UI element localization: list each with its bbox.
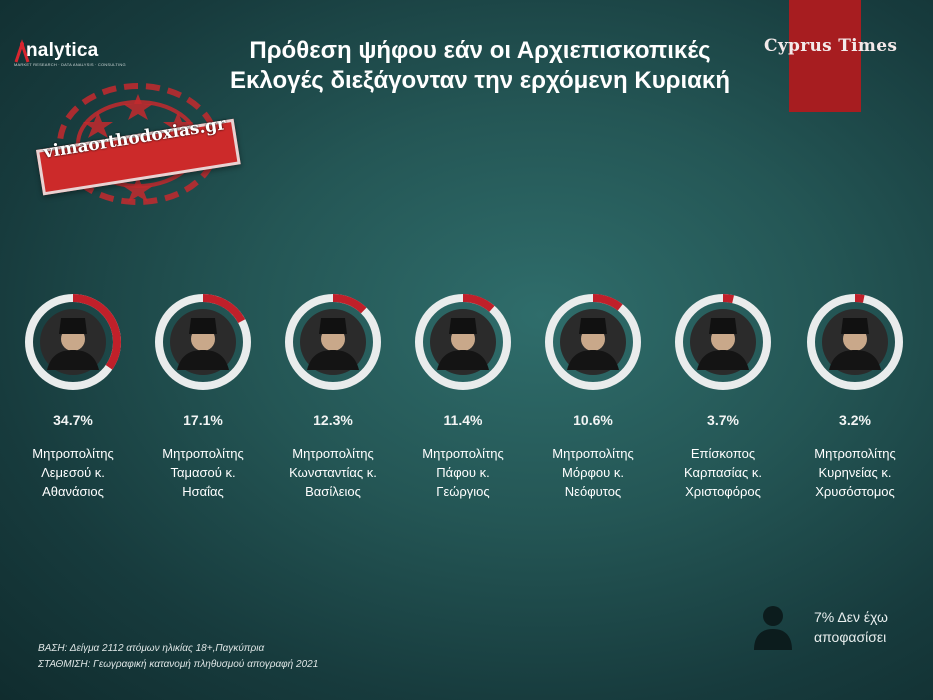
- title-line-2: Εκλογές διεξάγονταν την ερχόμενη Κυριακή: [230, 67, 730, 94]
- portrait-robe: [437, 350, 489, 370]
- chart-title: Πρόθεση ψήφου εάν οι Αρχιεπισκοπικές Εκλ…: [160, 36, 800, 96]
- candidate-percentage: 12.3%: [313, 412, 353, 428]
- logo-subtext: MARKET RESEARCH · DATA ANALYSIS · CONSUL…: [14, 62, 126, 67]
- candidate-percentage: 11.4%: [443, 412, 483, 428]
- portrait-headwear: [579, 318, 607, 334]
- portrait-headwear: [189, 318, 217, 334]
- portrait-robe: [567, 350, 619, 370]
- portrait-headwear: [841, 318, 869, 334]
- brand-band: [789, 0, 861, 112]
- donut-chart: [545, 294, 641, 390]
- candidate-percentage: 17.1%: [183, 412, 223, 428]
- portrait-headwear: [449, 318, 477, 334]
- portrait-headwear: [319, 318, 347, 334]
- undecided-label: 7% Δεν έχω αποφασίσει: [814, 607, 888, 647]
- ring-value-arc: [807, 294, 903, 390]
- title-line-1: Πρόθεση ψήφου εάν οι Αρχιεπισκοπικές: [249, 37, 711, 64]
- candidate-ring: [805, 292, 905, 392]
- candidate-ring: [543, 292, 643, 392]
- donut-chart: [675, 294, 771, 390]
- portrait-headwear: [709, 318, 737, 334]
- ring-value-arc: [545, 294, 641, 390]
- portrait-robe: [829, 350, 881, 370]
- candidate-name: Επίσκοπος Καρπασίας κ. Χριστοφόρος: [684, 446, 762, 499]
- candidate-name: Μητροπολίτης Μόρφου κ. Νεόφυτος: [552, 446, 634, 499]
- candidate-ring: [413, 292, 513, 392]
- portrait-robe: [177, 350, 229, 370]
- candidate-name: Μητροπολίτης Ταμασού κ. Ησαΐας: [162, 446, 244, 499]
- undecided-line-2: αποφασίσει: [814, 629, 887, 645]
- logo-text: nalytica: [26, 40, 99, 61]
- candidate-name: Μητροπολίτης Κωνσταντίας κ. Βασίλειος: [289, 446, 377, 499]
- candidate-ring: [153, 292, 253, 392]
- candidate-ring: [673, 292, 773, 392]
- ring-value-arc: [155, 294, 251, 390]
- candidate-name: Μητροπολίτης Πάφου κ. Γεώργιος: [422, 446, 504, 499]
- ring-value-arc: [25, 294, 121, 390]
- portrait-headwear: [59, 318, 87, 334]
- person-silhouette-icon: [754, 606, 792, 650]
- candidate-percentage: 10.6%: [573, 412, 613, 428]
- ring-value-arc: [285, 294, 381, 390]
- brand-name: Cyprus Times: [764, 36, 898, 56]
- analytica-logo: [14, 39, 30, 63]
- footnote-base: ΒΑΣΗ: Δείγμα 2112 ατόμων ηλικίας 18+,Παγ…: [38, 643, 265, 654]
- donut-chart: [25, 294, 121, 390]
- candidate-percentage: 3.2%: [839, 412, 871, 428]
- candidate-ring: [23, 292, 123, 392]
- portrait-robe: [47, 350, 99, 370]
- donut-chart: [285, 294, 381, 390]
- donut-chart: [155, 294, 251, 390]
- ring-value-arc: [415, 294, 511, 390]
- candidate-name: Μητροπολίτης Λεμεσού κ. Αθανάσιος: [32, 446, 114, 499]
- candidate-percentage: 34.7%: [53, 412, 93, 428]
- ring-value-arc: [675, 294, 771, 390]
- portrait-robe: [307, 350, 359, 370]
- footnote-weighting: ΣΤΑΘΜΙΣΗ: Γεωγραφική κατανομή πληθυσμού …: [38, 659, 319, 670]
- candidate-ring: [283, 292, 383, 392]
- candidate-percentage: 3.7%: [707, 412, 739, 428]
- candidate-name: Μητροπολίτης Κυρηνείας κ. Χρυσόστομος: [814, 446, 896, 499]
- donut-chart: [415, 294, 511, 390]
- undecided-line-1: 7% Δεν έχω: [814, 609, 888, 625]
- donut-chart: [807, 294, 903, 390]
- portrait-robe: [697, 350, 749, 370]
